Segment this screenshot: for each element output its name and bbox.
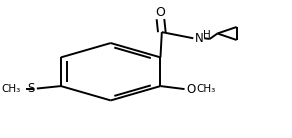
Text: O: O: [156, 6, 165, 19]
Text: N: N: [195, 32, 204, 45]
Text: CH₃: CH₃: [197, 84, 216, 94]
Text: H: H: [203, 30, 211, 40]
Text: O: O: [187, 83, 196, 96]
Text: S: S: [27, 82, 35, 95]
Text: CH₃: CH₃: [1, 84, 20, 94]
